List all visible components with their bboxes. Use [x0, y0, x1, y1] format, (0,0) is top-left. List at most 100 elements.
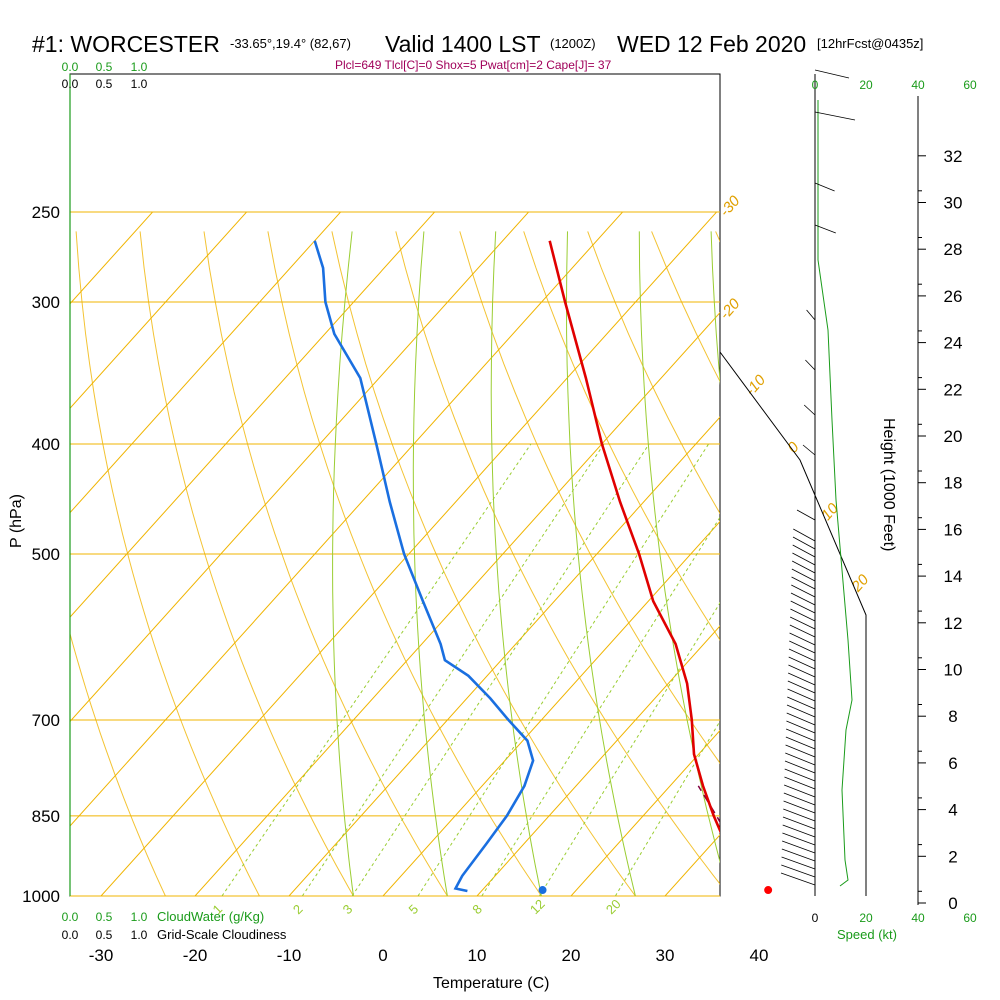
moist-adiabat-line [710, 231, 720, 386]
pressure-label-400: 400 [32, 435, 60, 454]
speed-top-label-0: 0 [812, 78, 819, 92]
temperature-profile [548, 240, 720, 834]
mixing-ratio-label-2: 2 [290, 901, 306, 917]
speed-label: Speed (kt) [837, 927, 897, 942]
wind-barb [786, 704, 816, 718]
pressure-axis-labels: 250 300 400 500 700 850 1000 [22, 203, 60, 906]
cloudiness-label: Grid-Scale Cloudiness [157, 927, 287, 942]
wind-barb-upper [814, 69, 850, 79]
height-label-4: 4 [948, 801, 957, 820]
mixing-ratio-line [301, 443, 605, 896]
temperature-label-20: 20 [562, 946, 581, 965]
speed-bottom-label-60: 60 [963, 911, 977, 925]
wind-barb [787, 688, 816, 702]
wind-barb [787, 696, 816, 710]
wind-barb [789, 624, 816, 638]
isotherm-line [570, 729, 720, 896]
temperature-label--10: -10 [277, 946, 302, 965]
isotherm-line [288, 416, 720, 896]
mixing-ratio-line [221, 443, 532, 896]
dry-adiabat-line [395, 231, 720, 885]
pressure-label-300: 300 [32, 293, 60, 312]
cloud-scale-top-green-0: 0.0 [62, 60, 79, 74]
height-label-32: 32 [944, 147, 963, 166]
wind-barb-upper [814, 182, 835, 192]
speed-bottom-label-0: 0 [812, 911, 819, 925]
height-label-20: 20 [944, 427, 963, 446]
wind-panel [719, 69, 867, 896]
surface-markers [538, 886, 773, 895]
mixing-ratio-label-3: 3 [340, 901, 356, 917]
wind-speed-curve [817, 100, 853, 887]
temperature-label-30: 30 [656, 946, 675, 965]
dry-adiabat-line [331, 231, 636, 896]
wind-barb-upper [806, 309, 816, 321]
pressure-label-850: 850 [32, 807, 60, 826]
dry-adiabat-line [203, 231, 448, 896]
dry-adiabat-line [267, 231, 542, 896]
station-title: #1: WORCESTER [32, 31, 220, 57]
wind-barb-upper [814, 224, 836, 234]
mixing-ratio-line [481, 516, 720, 896]
wind-barb [788, 656, 816, 670]
wind-barb-upper [802, 444, 816, 456]
wind-barb [784, 768, 816, 782]
isotherm-line [476, 625, 720, 896]
isotherm-label-0: 0 [784, 438, 803, 456]
isobar-lines [70, 211, 720, 897]
isotherm-line [194, 311, 720, 896]
cloud-scale-bottom-green-1: 0.5 [96, 910, 113, 924]
wind-barb [786, 720, 816, 734]
cloud-scale-bottom-green-2: 1.0 [131, 910, 148, 924]
mixing-ratio-lines [221, 443, 720, 896]
wind-barb [783, 792, 816, 806]
valid-date: WED 12 Feb 2020 [617, 31, 806, 57]
wind-barb [783, 784, 816, 798]
temperature-label--30: -30 [89, 946, 114, 965]
cloud-scale-bottom-green-0: 0.0 [62, 910, 79, 924]
moist-adiabat-line [783, 231, 918, 896]
profiles [313, 240, 720, 893]
wind-barb [780, 872, 816, 886]
isotherm-line [382, 520, 720, 896]
dry-adiabat-line [715, 231, 720, 243]
dry-adiabat-line [75, 231, 260, 896]
isotherm-line [70, 211, 623, 827]
dry-adiabat-line [459, 231, 720, 764]
wind-barb [787, 680, 816, 694]
wind-barb [781, 856, 816, 870]
wind-barb [793, 528, 816, 542]
height-label-16: 16 [944, 520, 963, 539]
height-label-14: 14 [944, 567, 963, 586]
wind-barb [783, 800, 816, 814]
cloud-scale-top-green-1: 0.5 [96, 60, 113, 74]
cloud-scale-top-black-1: 0.5 [96, 77, 113, 91]
dry-adiabat-line [971, 231, 1000, 896]
surface-dewpoint-marker [538, 886, 547, 895]
station-location: -33.65°,19.4° (82,67) [230, 36, 351, 51]
moist-adiabat-line [565, 231, 636, 896]
dry-adiabat-line [587, 231, 720, 515]
wind-barb [782, 816, 816, 830]
pressure-label-250: 250 [32, 203, 60, 222]
cloud-scale-labels: 0.0 0.0 0.0 0.0 0.5 0.5 0.5 0.5 1.0 1.0 1.0 1.0 [62, 60, 148, 942]
wind-barb [790, 608, 816, 622]
plot-frame [69, 73, 721, 897]
pressure-label-1000: 1000 [22, 887, 60, 906]
temperature-label-0: 0 [378, 946, 387, 965]
wind-barb-upper [805, 359, 816, 371]
wind-barb [786, 712, 816, 726]
height-axis-title: Height (1000 Feet) [880, 418, 897, 551]
height-label-22: 22 [944, 380, 963, 399]
dry-adiabat-line [70, 631, 166, 896]
wind-barb [783, 808, 816, 822]
temperature-label--20: -20 [183, 946, 208, 965]
wind-barb [784, 776, 816, 790]
pressure-label-700: 700 [32, 711, 60, 730]
mixing-ratio-line [351, 443, 650, 896]
y-axis-title: P (hPa) [8, 494, 25, 548]
height-label-2: 2 [948, 847, 957, 866]
mixing-ratio-label-8: 8 [469, 901, 485, 917]
